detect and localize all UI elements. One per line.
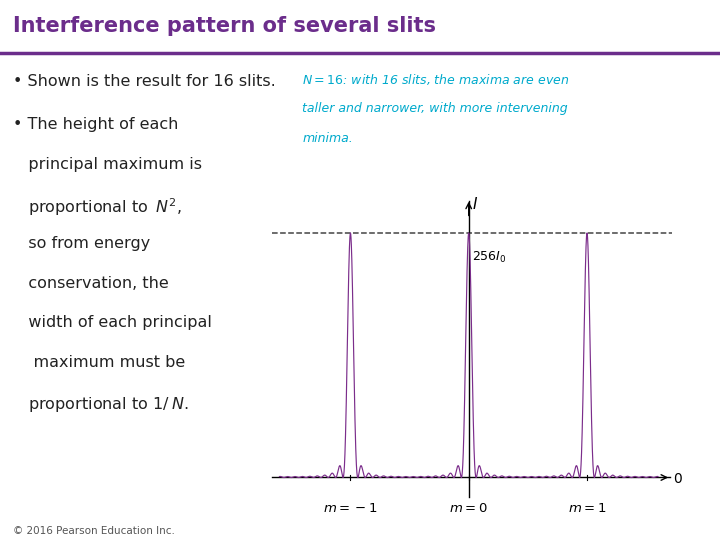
Text: $m = 1$: $m = 1$	[568, 502, 606, 515]
Text: taller and narrower, with more intervening: taller and narrower, with more interveni…	[302, 102, 568, 115]
Text: so from energy: so from energy	[13, 236, 150, 251]
Text: $I$: $I$	[472, 195, 478, 212]
Text: $0$: $0$	[673, 472, 683, 485]
Text: • Shown is the result for 16 slits.: • Shown is the result for 16 slits.	[13, 73, 276, 89]
Text: maximum must be: maximum must be	[13, 355, 185, 370]
Text: minima.: minima.	[302, 132, 353, 145]
Text: proportional to 1/ $N$.: proportional to 1/ $N$.	[13, 395, 189, 414]
Text: $N = 16$: with 16 slits, the maxima are even: $N = 16$: with 16 slits, the maxima are …	[302, 72, 570, 87]
Text: $m = 0$: $m = 0$	[449, 502, 488, 515]
Text: $256I_0$: $256I_0$	[472, 250, 507, 265]
Text: conservation, the: conservation, the	[13, 275, 168, 291]
Text: Interference pattern of several slits: Interference pattern of several slits	[13, 16, 436, 36]
Text: $m = -1$: $m = -1$	[323, 502, 378, 515]
Text: principal maximum is: principal maximum is	[13, 157, 202, 172]
Text: proportional to  $N^2$,: proportional to $N^2$,	[13, 197, 181, 218]
Text: © 2016 Pearson Education Inc.: © 2016 Pearson Education Inc.	[13, 525, 175, 536]
Text: width of each principal: width of each principal	[13, 315, 212, 330]
Text: • The height of each: • The height of each	[13, 117, 179, 132]
